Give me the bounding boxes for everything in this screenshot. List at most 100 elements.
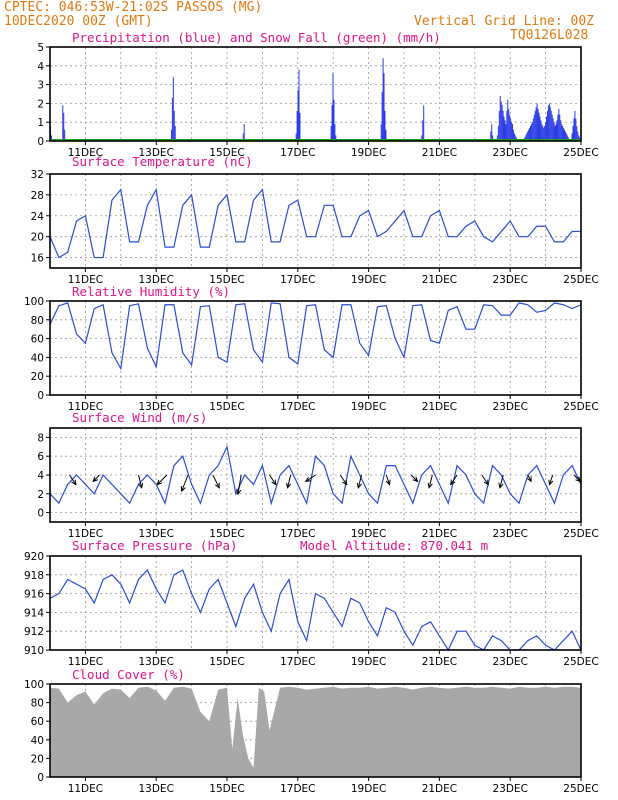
precip-ytick-label: 4 <box>37 61 44 73</box>
precip-bar <box>514 135 516 141</box>
pressure-xtick-label: 25DEC <box>563 656 598 668</box>
precip-bar <box>558 109 560 141</box>
precip-bar <box>496 135 498 141</box>
precip-bar <box>525 135 527 141</box>
temperature-line <box>49 187 581 259</box>
humidity-xtick-label: 21DEC <box>422 401 457 413</box>
wind-arrow <box>92 474 100 482</box>
precip-bar <box>505 124 507 141</box>
precip-bar <box>331 105 333 141</box>
cloud-xtick-label: 17DEC <box>280 783 315 795</box>
pressure-xtick-label: 21DEC <box>422 656 457 668</box>
precip-bar <box>511 122 513 141</box>
temperature-ytick-label: 20 <box>31 232 44 244</box>
pressure-ytick-label: 920 <box>24 551 44 563</box>
precip-title: Precipitation (blue) and Snow Fall (gree… <box>72 30 441 45</box>
precip-bar <box>381 92 383 141</box>
precip-bar <box>557 114 559 141</box>
pressure-ytick-label: 916 <box>24 589 44 601</box>
wind-xtick-label: 19DEC <box>351 528 386 540</box>
wind-xtick-label: 11DEC <box>68 528 103 540</box>
precip-bar <box>330 125 332 141</box>
temperature-panel: 16 20 24 28 32 Surface Temperature (nC) 11DEC 1… <box>31 154 599 286</box>
wind-arrow <box>305 474 316 482</box>
precip-bar <box>299 112 301 141</box>
wind-arrow <box>269 474 277 485</box>
precip-bar <box>552 118 554 141</box>
humidity-ytick-label: 100 <box>24 296 44 308</box>
humidity-title: Relative Humidity (%) <box>72 284 230 299</box>
precip-xtick-label: 15DEC <box>209 147 244 159</box>
precip-bar <box>527 131 529 141</box>
precip-bar <box>548 103 550 141</box>
humidity-ytick-label: 20 <box>31 371 44 383</box>
panels: 0 1 2 3 4 5 Precipitation (blue) and Snow Fall… <box>24 30 599 795</box>
wind-xtick-label: 13DEC <box>138 528 173 540</box>
wind-arrow <box>156 474 168 485</box>
wind-arrow-head <box>156 479 163 486</box>
temperature-xtick-label: 11DEC <box>68 274 103 286</box>
wind-xtick-label: 17DEC <box>280 528 315 540</box>
precip-bar <box>537 109 539 141</box>
precip-bar <box>64 129 66 141</box>
wind-panel: 0 2 4 6 8 Surface Wind (m/s) 11DEC 13DEC 15DEC 17… <box>37 410 598 540</box>
wind-arrow <box>450 474 458 485</box>
precip-bar <box>533 114 535 141</box>
pressure-xtick-label: 19DEC <box>351 656 386 668</box>
wind-arrow <box>481 474 489 485</box>
pressure-subtitle: Model Altitude: 870.041 m <box>300 538 488 553</box>
temperature-xtick-label: 15DEC <box>209 274 244 286</box>
wind-arrow-head <box>412 476 419 483</box>
humidity-ytick-label: 0 <box>37 390 44 402</box>
precip-xtick-label: 11DEC <box>68 147 103 159</box>
wind-arrow-head <box>548 479 554 486</box>
precip-bar <box>563 129 565 141</box>
precip-bar <box>559 114 561 141</box>
pressure-ytick-label: 914 <box>24 607 44 619</box>
precip-bar <box>380 124 382 141</box>
precip-xtick-label: 19DEC <box>351 147 386 159</box>
precip-bar <box>532 118 534 141</box>
wind-ytick-label: 2 <box>37 489 44 501</box>
wind-arrow-head <box>450 479 456 486</box>
temperature-xtick-label: 23DEC <box>492 274 527 286</box>
pressure-xtick-label: 11DEC <box>68 656 103 668</box>
humidity-ytick-label: 80 <box>31 315 44 327</box>
precip-bar <box>335 135 337 141</box>
precip-bar <box>534 110 536 141</box>
precip-bar <box>554 125 556 141</box>
humidity-xtick-label: 25DEC <box>563 401 598 413</box>
precip-bar <box>555 124 557 141</box>
wind-arrow-head <box>214 482 220 489</box>
precip-bar <box>546 116 548 141</box>
cloud-ytick-label: 20 <box>31 753 44 765</box>
wind-arrow <box>339 474 348 485</box>
wind-xtick-label: 25DEC <box>563 528 598 540</box>
precip-bar <box>556 120 558 141</box>
precip-frame <box>49 46 582 142</box>
humidity-frame <box>49 300 582 396</box>
wind-arrow <box>410 474 418 482</box>
precip-bar <box>297 90 299 141</box>
wind-arrow-head <box>304 476 311 483</box>
wind-arrow-head <box>92 476 99 483</box>
precip-bar <box>295 133 297 141</box>
precip-bar <box>550 110 552 141</box>
precip-bar <box>575 118 577 141</box>
pressure-panel: 910 912 914 916 918 920 Surface Pressure (hPa)… <box>24 538 599 668</box>
precip-bar <box>243 124 245 141</box>
precip-bar <box>551 114 553 141</box>
wind-arrow-head <box>138 482 144 489</box>
wind-arrow <box>212 474 220 489</box>
wind-arrow <box>181 474 189 492</box>
precip-bar <box>561 124 563 141</box>
precip-bar <box>385 129 387 141</box>
wind-arrow <box>138 474 143 488</box>
precip-bar <box>242 133 244 141</box>
precip-bar <box>572 125 574 141</box>
pressure-line <box>49 569 582 652</box>
wind-arrow-head <box>385 479 391 486</box>
precip-bar <box>422 120 424 141</box>
precip-bar <box>545 122 547 141</box>
cloud-ytick-label: 0 <box>37 772 44 784</box>
